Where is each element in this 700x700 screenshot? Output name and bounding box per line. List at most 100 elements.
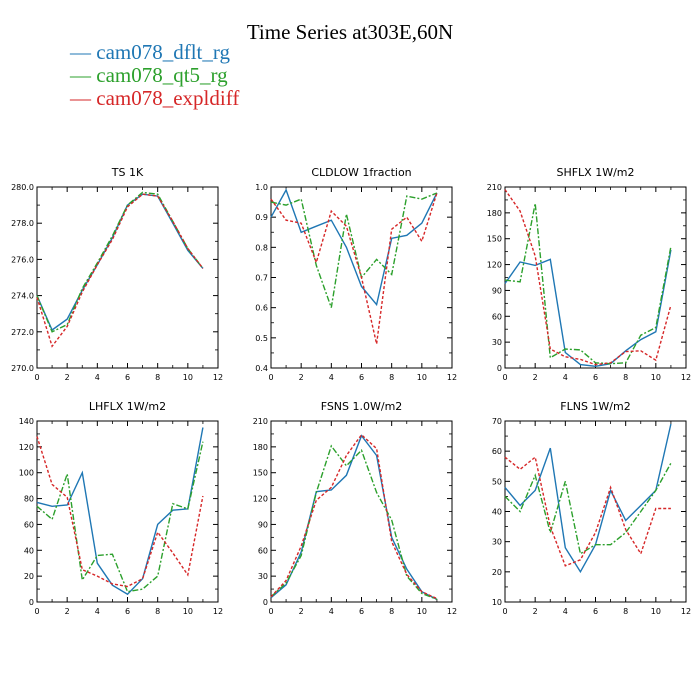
x-tick-label: 0 xyxy=(502,373,507,382)
x-tick-label: 12 xyxy=(447,373,457,382)
x-tick-label: 6 xyxy=(359,607,364,616)
x-tick-label: 10 xyxy=(183,607,193,616)
panel-title: FSNS 1.0W/m2 xyxy=(321,400,403,413)
x-tick-label: 4 xyxy=(563,373,568,382)
y-tick-label: 150 xyxy=(487,235,502,244)
x-tick-label: 0 xyxy=(34,607,39,616)
x-tick-label: 4 xyxy=(329,607,334,616)
y-tick-label: 90 xyxy=(258,520,268,529)
series-line-cam078_dflt_rg xyxy=(270,188,438,307)
y-tick-label: 20 xyxy=(24,572,34,581)
x-tick-label: 12 xyxy=(213,607,223,616)
y-tick-label: 180 xyxy=(253,443,268,452)
y-tick-label: 50 xyxy=(492,477,502,486)
y-tick-label: 0.5 xyxy=(255,334,268,343)
y-tick-label: 20 xyxy=(492,568,502,577)
y-tick-label: 30 xyxy=(492,338,502,347)
plot-frame xyxy=(504,420,687,603)
x-tick-label: 8 xyxy=(155,373,160,382)
x-tick-label: 2 xyxy=(65,607,70,616)
y-tick-label: 70 xyxy=(492,417,502,426)
chart-panel-4: LHFLX 1W/m2 0 20 40 60 80 100 120 140 0 2 4 6 8 10 12 xyxy=(19,400,223,616)
y-tick-label: 0.6 xyxy=(255,304,268,313)
y-tick-label: 1.0 xyxy=(255,183,268,192)
y-tick-label: 270.0 xyxy=(11,364,34,373)
y-tick-label: 272.0 xyxy=(11,328,34,337)
x-tick-label: 10 xyxy=(651,373,661,382)
y-tick-label: 60 xyxy=(492,447,502,456)
panel-title: LHFLX 1W/m2 xyxy=(89,400,166,413)
legend-item-1: — cam078_dflt_rg xyxy=(70,40,231,64)
y-tick-label: 10 xyxy=(492,598,502,607)
y-tick-label: 140 xyxy=(19,417,34,426)
x-tick-label: 12 xyxy=(681,373,691,382)
y-tick-label: 180 xyxy=(487,209,502,218)
x-tick-label: 12 xyxy=(447,607,457,616)
series-line-cam078_expldiff xyxy=(36,193,204,348)
series-line-cam078_expldiff xyxy=(36,436,204,588)
x-tick-label: 2 xyxy=(65,373,70,382)
y-tick-label: 280.0 xyxy=(11,183,34,192)
series-line-cam078_dflt_rg xyxy=(504,249,672,368)
legend-item-2: — cam078_qt5_rg xyxy=(70,63,228,87)
plot-frame xyxy=(504,186,687,369)
panel-title: TS 1K xyxy=(111,166,144,179)
x-tick-label: 0 xyxy=(34,373,39,382)
x-tick-label: 8 xyxy=(389,373,394,382)
plot-frame xyxy=(36,186,219,369)
x-tick-label: 2 xyxy=(299,607,304,616)
y-tick-label: 0.8 xyxy=(255,243,268,252)
y-tick-label: 60 xyxy=(258,546,268,555)
y-tick-label: 0 xyxy=(29,598,34,607)
panel-title: SHFLX 1W/m2 xyxy=(556,166,634,179)
x-tick-label: 4 xyxy=(95,607,100,616)
y-tick-label: 150 xyxy=(253,469,268,478)
y-tick-label: 0.9 xyxy=(255,213,268,222)
chart-panel-5: FSNS 1.0W/m2 0 30 60 90 120 150 180 210 0 2 4 6 8 10 12 xyxy=(253,400,457,616)
plot-frame xyxy=(270,420,453,603)
series-line-cam078_qt5_rg xyxy=(36,441,204,593)
series-line-cam078_dflt_rg xyxy=(36,193,204,332)
legend-item-3: — cam078_expldiff xyxy=(70,86,240,110)
x-tick-label: 8 xyxy=(155,607,160,616)
chart-panel-2: CLDLOW 1fraction 0.4 0.5 0.6 0.7 0.8 0.9 1.0 0 2 4… xyxy=(255,166,457,382)
y-tick-label: 40 xyxy=(492,508,502,517)
x-tick-label: 0 xyxy=(502,607,507,616)
y-tick-label: 0 xyxy=(263,598,268,607)
series-line-cam078_expldiff xyxy=(504,455,671,567)
x-tick-label: 10 xyxy=(417,607,427,616)
series-line-cam078_qt5_rg xyxy=(504,203,672,365)
chart-main-title: Time Series at303E,60N xyxy=(246,20,454,44)
y-tick-label: 274.0 xyxy=(11,292,34,301)
x-tick-label: 6 xyxy=(125,607,130,616)
series-line-cam078_dflt_rg xyxy=(270,434,438,601)
y-tick-label: 90 xyxy=(492,286,502,295)
y-tick-label: 278.0 xyxy=(11,219,34,228)
x-tick-label: 4 xyxy=(563,607,568,616)
y-tick-label: 0 xyxy=(497,364,502,373)
y-tick-label: 120 xyxy=(19,443,34,452)
x-tick-label: 0 xyxy=(268,373,273,382)
y-tick-label: 30 xyxy=(258,572,268,581)
y-tick-label: 210 xyxy=(487,183,502,192)
x-tick-label: 6 xyxy=(125,373,130,382)
series-line-cam078_qt5_rg xyxy=(504,462,672,555)
y-tick-label: 60 xyxy=(24,520,34,529)
y-tick-label: 276.0 xyxy=(11,255,34,264)
panel-title: FLNS 1W/m2 xyxy=(560,400,630,413)
x-tick-label: 4 xyxy=(95,373,100,382)
x-tick-label: 8 xyxy=(623,607,628,616)
series-line-cam078_expldiff xyxy=(270,433,438,600)
legend: — cam078_dflt_rg — cam078_qt5_rg — cam07… xyxy=(70,41,239,110)
x-tick-label: 2 xyxy=(299,373,304,382)
chart-panel-1: TS 1K 270.0 272.0 274.0 276.0 278.0 280.0 0 2 4 6 8… xyxy=(11,166,223,382)
x-tick-label: 10 xyxy=(183,373,193,382)
y-tick-label: 120 xyxy=(253,495,268,504)
series-line-cam078_expldiff xyxy=(504,189,672,366)
y-tick-label: 0.4 xyxy=(255,364,268,373)
y-tick-label: 120 xyxy=(487,261,502,270)
x-tick-label: 8 xyxy=(389,607,394,616)
x-tick-label: 8 xyxy=(623,373,628,382)
x-tick-label: 2 xyxy=(533,607,538,616)
